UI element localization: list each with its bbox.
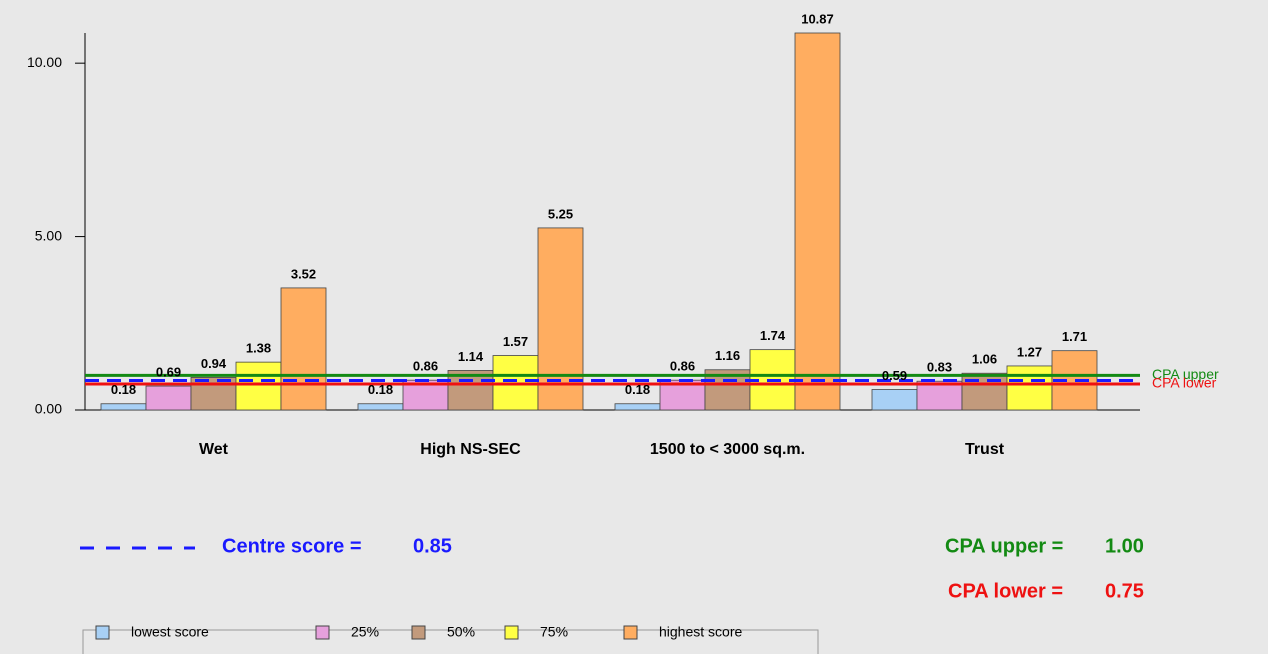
legend-entry: 25% — [351, 624, 379, 640]
legend-swatch — [623, 625, 638, 640]
value-label: 1.27 — [1017, 344, 1042, 359]
legend-entry: highest score — [659, 624, 742, 640]
legend-label: CPA lower = — [948, 580, 1063, 602]
legend-value: 0.85 — [413, 535, 452, 557]
legend-swatch — [315, 625, 330, 640]
bar — [916, 380, 963, 411]
bar — [190, 376, 237, 411]
legend-entry: 75% — [540, 624, 568, 640]
value-label: 10.87 — [801, 11, 834, 26]
y-tick-label: 0.00 — [35, 401, 62, 417]
value-label: 0.69 — [156, 365, 181, 380]
value-label: 5.25 — [548, 206, 573, 221]
x-tick-label: Wet — [199, 441, 229, 458]
value-label: 0.86 — [413, 359, 438, 374]
x-tick-label: 1500 to < 3000 sq.m. — [650, 441, 805, 458]
value-label: 1.38 — [246, 341, 271, 356]
bar — [1006, 365, 1053, 411]
value-label: 1.74 — [760, 328, 786, 343]
bar — [100, 403, 147, 411]
legend-label: Centre score = — [222, 535, 362, 557]
legend-label: CPA upper = — [945, 535, 1063, 557]
y-tick-label: 5.00 — [35, 227, 62, 243]
legend-swatch — [411, 625, 426, 640]
value-label: 0.18 — [111, 382, 136, 397]
bar — [145, 385, 192, 411]
value-label: 0.59 — [882, 368, 907, 383]
x-tick-label: Trust — [965, 441, 1005, 458]
value-label: 1.71 — [1062, 329, 1087, 344]
legend-entry: lowest score — [131, 624, 209, 640]
bar — [871, 389, 918, 411]
bar — [235, 361, 282, 411]
value-label: 1.06 — [972, 352, 997, 367]
legend-entry: 50% — [447, 624, 475, 640]
value-label: 0.18 — [368, 382, 393, 397]
value-label: 0.86 — [670, 359, 695, 374]
legend-box — [82, 629, 819, 654]
value-label: 1.14 — [458, 349, 484, 364]
bar — [794, 32, 841, 411]
value-label: 3.52 — [291, 266, 316, 281]
bar — [447, 370, 494, 411]
reference-line-label: CPA lower — [1152, 375, 1217, 391]
legend-swatch — [504, 625, 519, 640]
y-tick-label: 10.00 — [27, 54, 62, 70]
legend-value: 1.00 — [1105, 535, 1144, 557]
reference-line-label: CPA upper — [1152, 366, 1219, 382]
value-label: 0.94 — [201, 356, 227, 371]
value-label: 1.16 — [715, 348, 740, 363]
legend-value: 0.75 — [1105, 580, 1144, 602]
bar — [961, 372, 1008, 411]
value-label: 0.18 — [625, 382, 650, 397]
bar — [357, 403, 404, 411]
bar — [614, 403, 661, 411]
bar — [280, 287, 327, 411]
value-label: 0.83 — [927, 360, 952, 375]
x-tick-label: High NS-SEC — [420, 441, 521, 458]
value-label: 1.57 — [503, 334, 528, 349]
legend-swatch — [95, 625, 110, 640]
